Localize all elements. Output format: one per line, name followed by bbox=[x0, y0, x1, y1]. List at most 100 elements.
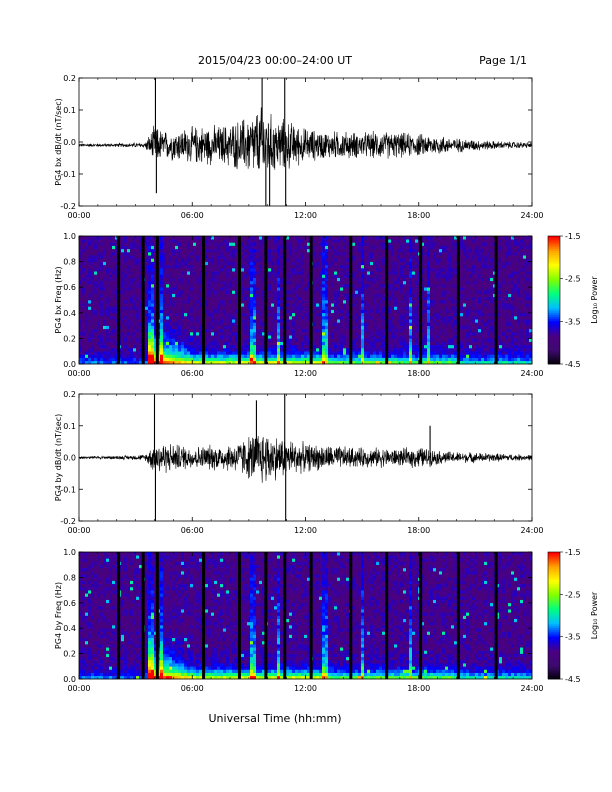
spectrogram-cell bbox=[340, 277, 344, 282]
spectrogram-cell bbox=[259, 348, 263, 352]
spectrogram-cell bbox=[160, 236, 164, 240]
spectrogram-cell bbox=[91, 277, 95, 282]
spectrogram-cell bbox=[82, 239, 86, 243]
spectrogram-cell bbox=[313, 290, 317, 294]
spectrogram-cell bbox=[358, 335, 362, 339]
spectrogram-cell bbox=[121, 360, 125, 365]
spectrogram-cell bbox=[229, 245, 233, 250]
spectrogram-cell bbox=[199, 351, 203, 355]
spectrogram-cell bbox=[325, 306, 329, 310]
spectrogram-cell bbox=[88, 261, 92, 266]
spectrogram-cell bbox=[409, 271, 413, 275]
spectrogram-cell bbox=[151, 274, 155, 278]
spectrogram-cell bbox=[307, 325, 311, 330]
spectrogram-cell bbox=[313, 357, 317, 362]
spectrogram-cell bbox=[370, 357, 374, 362]
spectrogram-cell bbox=[295, 328, 299, 333]
spectrogram-cell bbox=[301, 280, 305, 285]
spectrogram-cell bbox=[352, 357, 356, 362]
spectrogram-cell bbox=[382, 252, 386, 256]
spectrogram-cell bbox=[145, 303, 149, 307]
spectrogram-cell bbox=[253, 354, 257, 358]
spectrogram-cell bbox=[217, 344, 221, 349]
spectrogram-cell bbox=[343, 277, 347, 282]
spectrogram-cell bbox=[181, 242, 185, 246]
spectrogram-cell bbox=[241, 306, 245, 310]
spectrogram-cell bbox=[409, 287, 413, 291]
spectrogram-cell bbox=[394, 274, 398, 278]
spectrogram-cell bbox=[439, 252, 443, 256]
spectrogram-cell bbox=[379, 236, 383, 240]
spectrogram-cell bbox=[268, 258, 272, 262]
spectrogram-cell bbox=[322, 290, 326, 294]
spectrogram-cell bbox=[298, 341, 302, 346]
spectrogram-cell bbox=[394, 338, 398, 342]
spectrogram-cell bbox=[394, 335, 398, 339]
spectrogram-cell bbox=[97, 274, 101, 278]
spectrogram-cell bbox=[115, 242, 119, 246]
spectrogram-cell bbox=[259, 287, 263, 291]
spectrogram-cell bbox=[247, 239, 251, 243]
spectrogram-cell bbox=[325, 271, 329, 275]
spectrogram-cell bbox=[166, 338, 170, 342]
spectrogram-cell bbox=[178, 284, 182, 288]
spectrogram-cell bbox=[436, 280, 440, 285]
spectrogram-cell bbox=[409, 354, 413, 358]
spectrogram-cell bbox=[382, 248, 386, 253]
spectrogram-cell bbox=[121, 242, 125, 246]
spectrogram-cell bbox=[430, 271, 434, 275]
spectrogram-cell bbox=[433, 338, 437, 342]
spectrogram-cell bbox=[319, 319, 323, 323]
spectrogram-cell bbox=[439, 348, 443, 352]
spectrogram-cell bbox=[121, 351, 125, 355]
spectrogram-cell bbox=[244, 344, 248, 349]
spectrogram-cell bbox=[211, 360, 215, 365]
spectrogram-cell bbox=[205, 309, 209, 314]
spectrogram-cell bbox=[175, 354, 179, 358]
spectrogram-cell bbox=[328, 293, 332, 298]
spectrogram-cell bbox=[277, 316, 281, 320]
spectrogram-cell bbox=[166, 293, 170, 298]
spectrogram-cell bbox=[379, 344, 383, 349]
spectrogram-cell bbox=[211, 287, 215, 291]
spectrogram-cell bbox=[133, 284, 137, 288]
spectrogram-cell bbox=[97, 341, 101, 346]
spectrogram-cell bbox=[208, 245, 212, 250]
spectrogram-cell bbox=[223, 242, 227, 246]
spectrogram-cell bbox=[235, 316, 239, 320]
spectrogram-cell bbox=[397, 245, 401, 250]
spectrogram-cell bbox=[208, 338, 212, 342]
spectrogram-cell bbox=[244, 335, 248, 339]
spectrogram-cell bbox=[136, 360, 140, 365]
spectrogram-cell bbox=[139, 258, 143, 262]
spectrogram-cell bbox=[322, 357, 326, 362]
spectrogram-cell bbox=[151, 303, 155, 307]
spectrogram-cell bbox=[97, 328, 101, 333]
spectrogram-cell bbox=[151, 239, 155, 243]
spectrogram-cell bbox=[304, 322, 308, 326]
spectrogram-cell bbox=[367, 293, 371, 298]
spectrogram-cell bbox=[286, 255, 290, 259]
spectrogram-cell bbox=[223, 277, 227, 282]
spectrogram-cell bbox=[172, 341, 176, 346]
spectrogram-cell bbox=[271, 300, 275, 304]
spectrogram-cell bbox=[88, 354, 92, 358]
spectrogram-cell bbox=[280, 312, 284, 317]
spectrogram-cell bbox=[316, 280, 320, 285]
spectrogram-cell bbox=[91, 287, 95, 291]
spectrogram-cell bbox=[220, 319, 224, 323]
spectrogram-cell bbox=[130, 360, 134, 365]
y-axis-label: PG4 bx dB/dt (nT/sec) bbox=[54, 98, 63, 185]
spectrogram-cell bbox=[154, 328, 158, 333]
spectrogram-cell bbox=[439, 328, 443, 333]
spectrogram-cell bbox=[247, 245, 251, 250]
spectrogram-cell bbox=[94, 239, 98, 243]
spectrogram-cell bbox=[262, 357, 266, 362]
spectrogram-cell bbox=[208, 325, 212, 330]
spectrogram-cell bbox=[277, 319, 281, 323]
spectrogram-cell bbox=[427, 236, 431, 240]
spectrogram-cell bbox=[373, 242, 377, 246]
spectrogram-cell bbox=[355, 338, 359, 342]
spectrogram-cell bbox=[439, 341, 443, 346]
spectrogram-cell bbox=[82, 274, 86, 278]
